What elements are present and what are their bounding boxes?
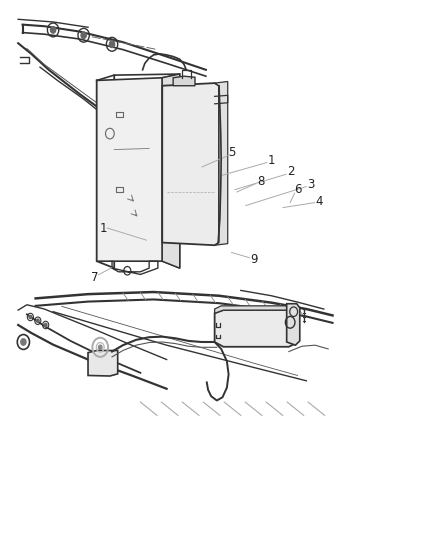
Polygon shape [215,306,295,314]
Circle shape [44,324,47,327]
Text: 1: 1 [268,154,275,167]
Text: 8: 8 [257,175,264,188]
Circle shape [50,27,56,33]
Polygon shape [215,82,228,245]
Text: 9: 9 [250,253,258,266]
Polygon shape [287,304,300,345]
Polygon shape [173,76,195,86]
Text: 4: 4 [316,195,323,208]
Polygon shape [88,351,118,376]
Text: 2: 2 [287,165,295,179]
Text: 3: 3 [307,177,314,191]
Polygon shape [97,78,162,261]
Circle shape [21,339,26,345]
Text: 5: 5 [228,146,236,159]
Polygon shape [162,74,180,268]
Circle shape [110,41,115,47]
Circle shape [29,316,32,319]
Text: 1: 1 [99,222,107,235]
Text: 7: 7 [91,271,98,284]
Circle shape [99,345,102,350]
Circle shape [36,319,39,322]
Circle shape [81,32,86,38]
Polygon shape [162,83,219,245]
Polygon shape [215,310,295,347]
Text: 6: 6 [294,183,301,196]
